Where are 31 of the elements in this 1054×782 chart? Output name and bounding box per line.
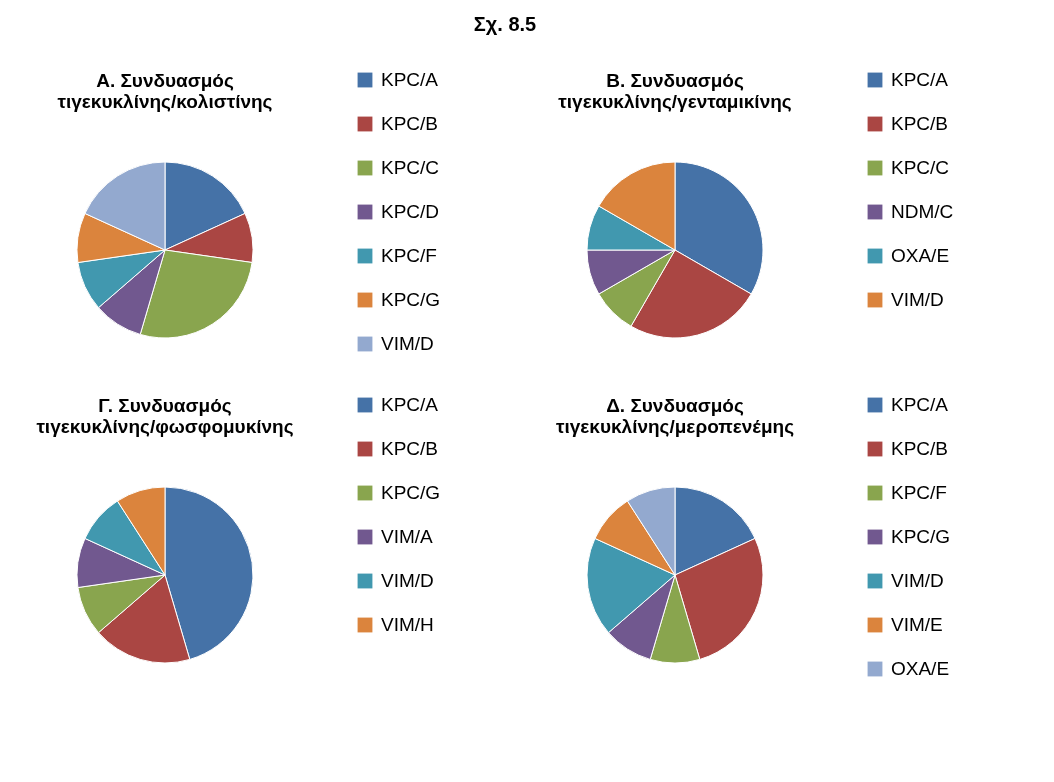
legend-label: KPC/B — [381, 113, 439, 134]
legend-label: NDM/C — [891, 201, 954, 222]
legend-label: KPC/C — [891, 157, 950, 178]
legend-label: KPC/D — [381, 201, 440, 222]
legend-label: KPC/A — [891, 69, 949, 90]
legend-label: KPC/G — [381, 482, 441, 503]
chart-title: Β. Συνδυασμός τιγεκυκλίνης/γενταμικίνης — [558, 70, 792, 112]
legend-label: VIM/H — [381, 614, 434, 635]
text: Σχ. 8.5 — [473, 13, 537, 35]
legend-label: VIM/D — [381, 333, 434, 354]
legend-label: VIM/A — [381, 526, 434, 547]
legend-label: KPC/A — [381, 69, 439, 90]
chart-title: Δ. Συνδυασμός τιγεκυκλίνης/μεροπενέμης — [555, 395, 795, 437]
legend-label: KPC/G — [891, 526, 951, 547]
legend-label: KPC/C — [381, 157, 440, 178]
legend-label: KPC/B — [891, 113, 949, 134]
legend-label: VIM/D — [891, 570, 944, 591]
legend-label: KPC/B — [891, 438, 949, 459]
legend-label: KPC/A — [381, 394, 439, 415]
legend-label: KPC/B — [381, 438, 439, 459]
legend-label: KPC/G — [381, 289, 441, 310]
chart-title: Α. Συνδυασμός τιγεκυκλίνης/κολιστίνης — [57, 70, 273, 112]
legend-label: OXA/E — [891, 245, 950, 266]
chart-title: Γ. Συνδυασμός τιγεκυκλίνης/φωσφομυκίνης — [36, 395, 294, 437]
legend-label: KPC/F — [381, 245, 437, 266]
legend-label: VIM/E — [891, 614, 943, 635]
legend-label: VIM/D — [891, 289, 944, 310]
legend-label: KPC/A — [891, 394, 949, 415]
legend-label: KPC/F — [891, 482, 947, 503]
legend-label: VIM/D — [381, 570, 434, 591]
legend-label: OXA/E — [891, 658, 950, 679]
